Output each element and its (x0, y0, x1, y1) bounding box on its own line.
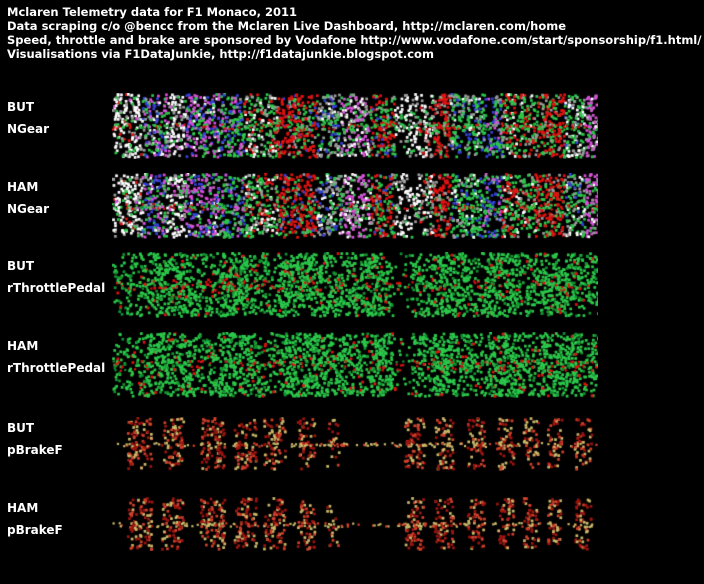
driver-label: HAM (7, 501, 39, 515)
header-sponsor-line: Speed, throttle and brake are sponsored … (7, 33, 702, 47)
header: Mclaren Telemetry data for F1 Monaco, 20… (7, 5, 701, 61)
channel-label: pBrakeF (7, 523, 63, 537)
driver-label: HAM (7, 180, 39, 194)
header-source-line: Visualisations via F1DataJunkie, http://… (7, 47, 434, 61)
header-credit-line: Data scraping c/o @bencc from the Mclare… (7, 19, 566, 33)
plot-row-ham-ngear: HAM NGear (0, 173, 704, 239)
plot-row-but-throttle: BUT rThrottlePedal (0, 252, 704, 318)
scatter-strip-but-ngear (112, 93, 598, 159)
channel-label: pBrakeF (7, 443, 63, 457)
plot-row-but-brake: BUT pBrakeF (0, 417, 704, 471)
driver-label: BUT (7, 100, 35, 114)
channel-label: rThrottlePedal (7, 281, 106, 295)
scatter-strip-ham-brake (112, 497, 598, 551)
scatter-strip-but-throttle (112, 252, 598, 318)
plot-row-ham-brake: HAM pBrakeF (0, 497, 704, 551)
driver-label: HAM (7, 339, 39, 353)
channel-label: NGear (7, 202, 50, 216)
channel-label: rThrottlePedal (7, 361, 106, 375)
driver-label: BUT (7, 259, 35, 273)
scatter-strip-but-brake (112, 417, 598, 471)
scatter-strip-ham-ngear (112, 173, 598, 239)
driver-label: BUT (7, 421, 35, 435)
plot-row-ham-throttle: HAM rThrottlePedal (0, 332, 704, 398)
plot-row-but-ngear: BUT NGear (0, 93, 704, 159)
scatter-strip-ham-throttle (112, 332, 598, 398)
channel-label: NGear (7, 122, 50, 136)
page-title: Mclaren Telemetry data for F1 Monaco, 20… (7, 5, 298, 19)
